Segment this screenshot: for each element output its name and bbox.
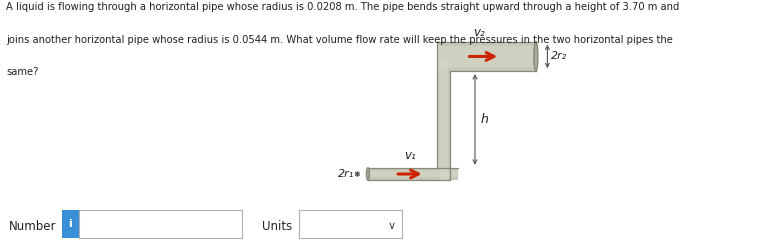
Ellipse shape [366,168,369,180]
Text: A liquid is flowing through a horizontal pipe whose radius is 0.0208 m. The pipe: A liquid is flowing through a horizontal… [6,2,679,12]
Text: h: h [481,113,488,126]
Text: Units: Units [262,220,292,232]
Text: joins another horizontal pipe whose radius is 0.0544 m. What volume flow rate wi: joins another horizontal pipe whose radi… [6,35,673,44]
Bar [437,42,449,71]
Text: same?: same? [6,67,39,77]
Text: v₁: v₁ [404,149,416,163]
Bar [369,171,457,177]
Ellipse shape [534,42,538,71]
Bar [440,59,448,180]
Text: 2r₁: 2r₁ [338,169,354,179]
Text: i: i [69,219,72,229]
Bar [438,46,535,67]
Bar [437,59,449,180]
Text: v₂: v₂ [473,26,485,39]
Text: Number: Number [9,220,57,232]
Text: 2r₂: 2r₂ [550,51,567,62]
Bar [368,168,458,180]
Text: ∨: ∨ [388,221,396,231]
Bar [437,42,536,71]
